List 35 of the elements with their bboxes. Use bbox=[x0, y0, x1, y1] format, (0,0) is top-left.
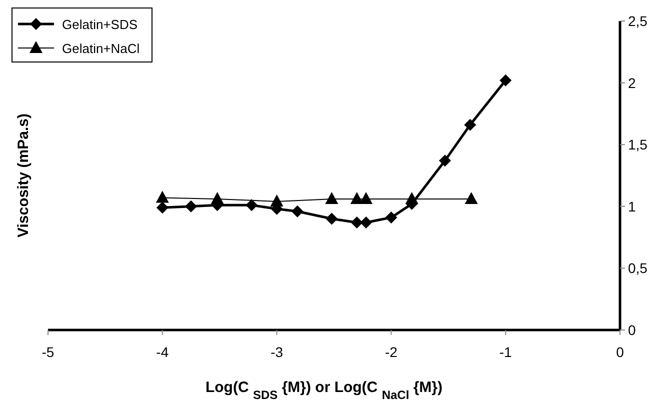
point bbox=[405, 192, 418, 204]
point bbox=[291, 205, 304, 218]
point bbox=[360, 192, 373, 204]
y-tick-label: 0,5 bbox=[628, 260, 648, 276]
y-axis-title: Viscosity (mPa.s) bbox=[15, 114, 32, 238]
x-tick-label: -1 bbox=[499, 344, 512, 360]
point bbox=[246, 199, 258, 212]
x-tick-label: -5 bbox=[42, 344, 54, 360]
y-tick-label: 1 bbox=[628, 198, 636, 214]
point bbox=[325, 192, 338, 204]
point bbox=[464, 118, 476, 131]
y-tick-label: 2,5 bbox=[628, 13, 648, 29]
legend-label: Gelatin+NaCl bbox=[62, 41, 140, 56]
x-tick-label: -2 bbox=[384, 344, 398, 360]
point bbox=[500, 74, 512, 86]
point bbox=[360, 216, 372, 228]
point bbox=[210, 192, 224, 204]
point bbox=[270, 194, 284, 206]
point bbox=[156, 202, 168, 214]
point bbox=[438, 154, 451, 167]
y-tick-label: 0 bbox=[628, 322, 636, 338]
y-tick-label: 1,5 bbox=[628, 136, 648, 153]
point bbox=[350, 192, 364, 204]
point bbox=[185, 200, 197, 212]
legend-label: Gelatin+SDS bbox=[62, 17, 138, 32]
point bbox=[385, 212, 398, 224]
y-tick-label: 2 bbox=[628, 74, 636, 91]
point bbox=[464, 192, 478, 204]
point bbox=[156, 190, 169, 203]
x-tick-label: -4 bbox=[156, 344, 169, 360]
point bbox=[326, 212, 338, 225]
x-axis-title: Log(C $_{SDS}$ {M}) or Log(C $_{NaCl}$ {M}) bbox=[205, 379, 443, 402]
x-tick-label: -3 bbox=[270, 344, 284, 360]
x-tick-label: 0 bbox=[616, 344, 624, 360]
point bbox=[350, 216, 363, 228]
